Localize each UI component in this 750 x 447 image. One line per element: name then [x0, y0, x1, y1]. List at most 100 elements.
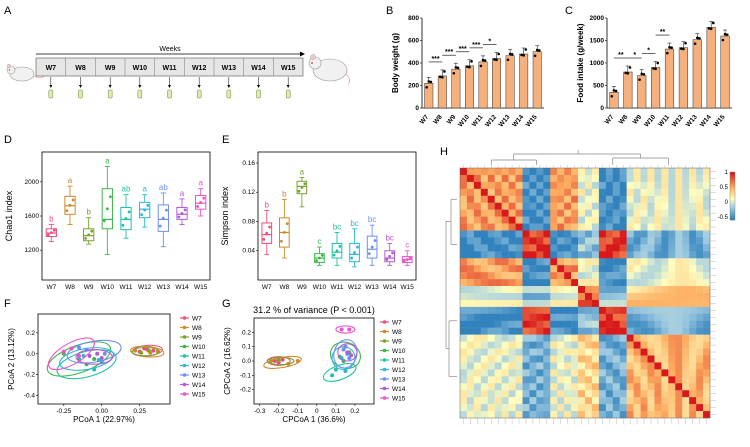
heatmap-cell: [550, 174, 558, 183]
data-point: [183, 208, 187, 212]
data-point: [402, 259, 406, 263]
heatmap-cell: [578, 230, 586, 238]
heatmap-cell: [543, 383, 551, 391]
bar: [519, 53, 529, 109]
heatmap-cell: [522, 383, 530, 391]
heatmap-cell: [515, 293, 523, 301]
heatmap-cell: [466, 369, 475, 377]
heatmap-cell: [522, 348, 530, 356]
heatmap-cell: [640, 397, 648, 405]
heatmap-cell: [668, 390, 676, 398]
heatmap-cell: [557, 237, 565, 245]
heatmap-cell: [612, 188, 620, 196]
heatmap-cell: [564, 209, 572, 217]
heatmap-cell: [682, 369, 690, 377]
heatmap-cell: [543, 397, 551, 405]
heatmap-cell: [703, 341, 711, 349]
heatmap-cell: [473, 272, 482, 280]
heatmap-cell: [654, 362, 662, 370]
heatmap-cell: [515, 313, 523, 321]
bar: [720, 35, 730, 109]
heatmap-cell: [466, 355, 475, 363]
heatmap-cell: [696, 181, 704, 190]
heatmap-cell: [591, 355, 600, 363]
data-point: [538, 49, 541, 52]
panel-label-g: G: [222, 298, 231, 310]
heatmap-cell: [480, 320, 488, 328]
heatmap-cell: [508, 237, 516, 245]
heatmap-cell: [494, 404, 502, 412]
heatmap-cell: [633, 327, 641, 335]
confidence-ellipse: [46, 341, 112, 377]
x-tick-label: W10: [101, 284, 115, 291]
sample-tube-icon: [78, 89, 83, 99]
heatmap-cell: [557, 195, 565, 203]
colorbar-segment: [730, 180, 735, 183]
heatmap-cell: [598, 251, 607, 259]
heatmap-cell: [473, 188, 482, 196]
heatmap-cell: [689, 320, 697, 328]
heatmap-cell: [703, 355, 711, 363]
heatmap-cell: [682, 355, 690, 363]
heatmap-cell: [647, 223, 655, 231]
heatmap-cell: [508, 383, 516, 391]
confidence-ellipse: [59, 347, 115, 371]
heatmap-cell: [703, 258, 711, 266]
heatmap-cell: [654, 258, 662, 266]
heatmap-cell: [515, 355, 523, 363]
y-tick-label: 200: [408, 83, 419, 90]
heatmap-cell: [619, 216, 627, 224]
heatmap-cell: [466, 320, 475, 328]
significance-label: ***: [459, 46, 467, 53]
heatmap-cell: [682, 188, 690, 196]
y-tick-label: 0.1: [242, 344, 251, 351]
heatmap-cell: [473, 195, 482, 203]
heatmap-cell: [501, 223, 509, 231]
heatmap-cell: [473, 168, 482, 176]
y-tick-label: 400: [408, 60, 419, 67]
heatmap-cell: [578, 320, 586, 328]
confidence-ellipse: [47, 337, 95, 371]
heatmap-cell: [473, 237, 482, 245]
heatmap-cell: [654, 272, 662, 280]
heatmap-cell: [536, 383, 544, 391]
heatmap-cell: [689, 306, 697, 315]
heatmap-cell: [626, 265, 634, 273]
heatmap-cell: [633, 223, 641, 231]
heatmap-cell: [612, 320, 620, 328]
data-point: [61, 349, 66, 354]
heatmap-cell: [578, 251, 586, 259]
bar: [492, 58, 502, 109]
heatmap-cell: [619, 293, 627, 301]
heatmap-cell: [480, 223, 488, 231]
data-point: [443, 70, 446, 73]
heatmap-cell: [536, 313, 544, 321]
heatmap-cell: [591, 223, 600, 231]
heatmap-cell: [466, 223, 475, 231]
x-tick-label: W11: [120, 284, 133, 291]
heatmap-cell: [557, 327, 565, 335]
data-point: [333, 367, 338, 372]
data-point: [522, 54, 525, 57]
heatmap-cell: [557, 174, 565, 183]
heatmap-cell: [591, 244, 600, 252]
heatmap-cell: [675, 230, 683, 238]
heatmap-cell: [578, 244, 586, 252]
significance-label: *: [488, 39, 491, 46]
heatmap-cell: [487, 390, 495, 398]
heatmap-cell: [689, 397, 697, 405]
heatmap-cell: [626, 299, 634, 308]
heatmap-cell: [689, 251, 697, 259]
data-point: [367, 252, 371, 256]
heatmap-cell: [696, 272, 704, 280]
heatmap-cell: [654, 404, 662, 412]
heatmap-cell: [564, 376, 572, 384]
legend-label: W15: [192, 391, 206, 398]
heatmap-cell: [543, 348, 551, 356]
timeline-week-label: W14: [251, 65, 266, 72]
y-tick-label: 2000: [25, 179, 40, 186]
heatmap-cell: [585, 397, 593, 405]
heatmap-cell: [661, 265, 669, 273]
heatmap-cell: [473, 299, 482, 308]
